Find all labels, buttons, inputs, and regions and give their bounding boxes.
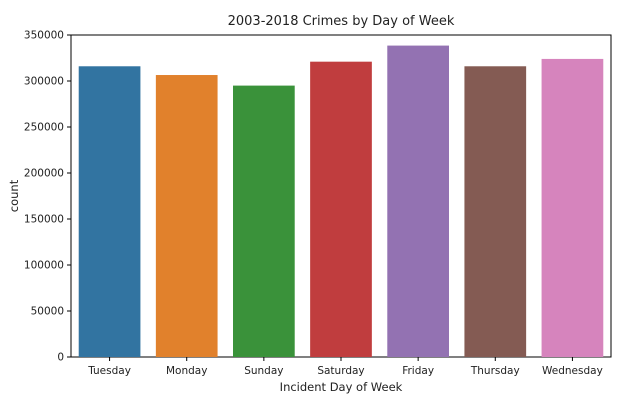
bar-tuesday (78, 66, 141, 357)
x-tick-label: Tuesday (87, 365, 131, 377)
bar-monday (155, 75, 218, 358)
y-tick-label: 250000 (24, 122, 64, 134)
y-tick-label: 150000 (24, 214, 64, 226)
x-tick-label: Friday (402, 365, 434, 377)
bar-thursday (464, 66, 527, 357)
y-tick-label: 0 (57, 352, 64, 364)
x-tick-label: Wednesday (542, 365, 603, 377)
y-axis: 0 50000 100000 150000 200000 250000 300000 3500… (24, 30, 71, 364)
chart-title: 2003-2018 Crimes by Day of Week (228, 14, 455, 29)
x-tick-label: Monday (166, 365, 207, 377)
x-axis-label: Incident Day of Week (280, 380, 403, 394)
bar-wednesday (541, 58, 604, 358)
x-tick-label: Saturday (317, 365, 364, 377)
y-tick-label: 350000 (24, 30, 64, 42)
bars-group (78, 45, 604, 358)
y-tick-label: 300000 (24, 76, 64, 88)
y-axis-label: count (7, 179, 21, 212)
bar-friday (387, 45, 449, 357)
y-tick-label: 100000 (24, 260, 64, 272)
x-tick-label: Thursday (470, 365, 520, 377)
bar-sunday (233, 85, 295, 357)
y-tick-label: 50000 (31, 306, 64, 318)
x-axis: Tuesday Monday Sunday Saturday Friday Thursda… (87, 357, 603, 377)
y-tick-label: 200000 (24, 168, 64, 180)
x-tick-label: Sunday (244, 365, 283, 377)
bar-saturday (310, 61, 372, 358)
